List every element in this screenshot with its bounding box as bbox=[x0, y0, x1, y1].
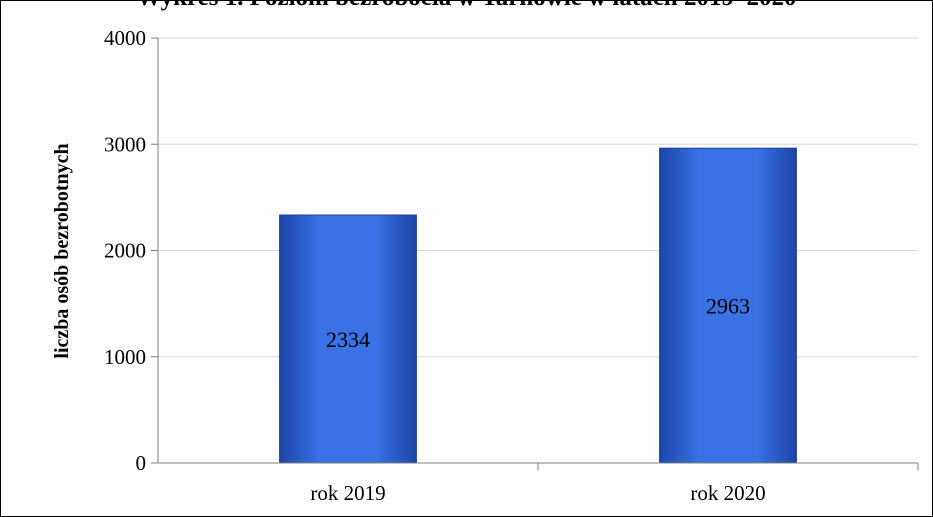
y-tick-label: 2000 bbox=[104, 239, 146, 263]
y-tick-label: 1000 bbox=[104, 345, 146, 369]
bar bbox=[659, 147, 797, 464]
bar bbox=[279, 214, 417, 464]
y-axis-label: liczba osób bezrobotnych bbox=[51, 143, 73, 358]
data-label: 2334 bbox=[326, 327, 370, 352]
x-tick-label: rok 2019 bbox=[310, 481, 385, 505]
chart-title: Wykres 1. Poziom bezrobocia w Tarnowie w… bbox=[0, 0, 933, 12]
x-tick-label: rok 2020 bbox=[690, 481, 765, 505]
y-tick-label: 3000 bbox=[104, 132, 146, 156]
y-tick-label: 4000 bbox=[104, 26, 146, 50]
y-tick-label: 0 bbox=[136, 451, 147, 475]
data-label: 2963 bbox=[706, 294, 750, 319]
